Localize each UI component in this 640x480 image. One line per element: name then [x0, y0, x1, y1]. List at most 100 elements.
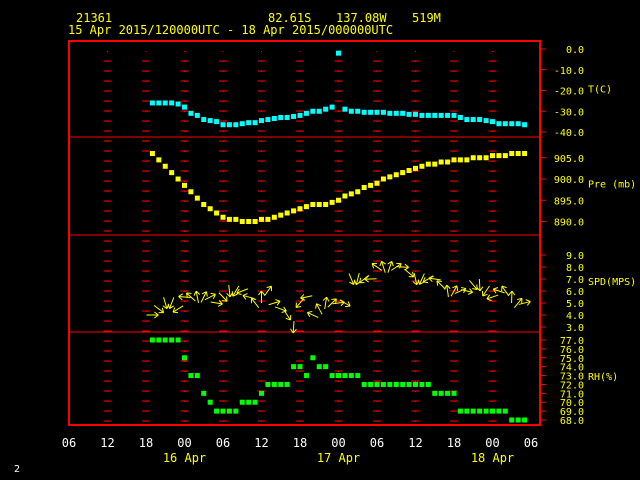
rh-point: [162, 337, 168, 343]
temp-point: [509, 121, 515, 127]
temp-point: [502, 121, 508, 127]
wind-arrow: [508, 290, 516, 304]
y-tick-label: 70.0: [560, 398, 584, 409]
wind-arrow: [486, 294, 499, 301]
pres-point: [246, 219, 252, 224]
wind-arrow-path: [501, 285, 510, 297]
wind-arrow: [268, 299, 281, 306]
temp-point: [387, 110, 393, 116]
wind-arrow-path: [306, 310, 319, 318]
pres-point: [342, 193, 348, 199]
rh-point: [387, 381, 393, 387]
pres-point: [413, 165, 419, 171]
pres-point: [451, 157, 457, 163]
pres-point: [490, 153, 496, 159]
wind-arrow-path: [518, 299, 531, 306]
y-tick-label: 71.0: [560, 389, 584, 400]
temp-point: [316, 108, 322, 114]
time-period: 15 Apr 2015/120000UTC - 18 Apr 2015/0000…: [68, 23, 394, 37]
wind-arrow-path: [450, 285, 459, 297]
wind-arrow-path: [210, 300, 223, 307]
wind-arrow: [460, 288, 474, 295]
y-tick-label: 900.0: [554, 175, 584, 186]
pres-point: [425, 161, 431, 167]
temp-point: [246, 120, 252, 126]
rh-point: [310, 355, 316, 361]
wind-arrow-path: [204, 292, 216, 301]
temp-point: [303, 110, 309, 116]
wind-arrow-path: [162, 297, 170, 310]
x-tick-label: 06: [370, 436, 384, 450]
wind-arrow: [306, 310, 319, 318]
wind-arrow: [364, 275, 377, 283]
wind-arrow: [390, 262, 402, 271]
wind-arrow-path: [322, 296, 330, 310]
temp-point: [374, 109, 380, 115]
pres-point: [162, 163, 168, 169]
wind-arrow: [153, 304, 165, 314]
rh-point: [348, 373, 354, 379]
temp-point: [291, 113, 297, 119]
y-tick-label: -20.0: [554, 87, 584, 98]
wind-arrow: [172, 305, 184, 314]
rh-point: [355, 373, 361, 379]
wind-arrow-path: [295, 298, 305, 309]
y-tick-label: 905.0: [554, 154, 584, 165]
wind-arrow-path: [200, 291, 208, 303]
rh-point: [265, 381, 271, 387]
wind-arrow: [469, 280, 478, 291]
temp-point: [496, 121, 502, 127]
rh-point: [182, 355, 188, 361]
wind-arrow-path: [258, 290, 265, 304]
wind-arrow: [263, 285, 273, 297]
rh-point: [419, 381, 425, 387]
wind-arrow: [231, 285, 240, 297]
wind-arrow: [185, 292, 196, 302]
rh-point: [502, 408, 508, 414]
x-tick-label: 12: [100, 436, 114, 450]
rh-point: [323, 364, 329, 370]
rh-point: [194, 373, 200, 379]
rh-point: [515, 417, 521, 423]
pres-point: [464, 157, 470, 163]
rh-point: [233, 408, 239, 414]
pres-point: [477, 155, 483, 161]
wind-arrow: [514, 297, 523, 308]
wind-arrow: [481, 285, 490, 297]
longitude: 137.08W: [336, 11, 387, 25]
rh-point: [509, 417, 515, 423]
rh-point: [483, 408, 489, 414]
pres-point: [329, 199, 335, 205]
temp-point: [214, 119, 220, 125]
wind-arrow: [283, 309, 292, 321]
date-label: 17 Apr: [317, 451, 360, 465]
temp-point: [169, 100, 175, 106]
pres-point: [515, 151, 521, 156]
pres-point: [291, 208, 297, 214]
pres-point: [361, 185, 367, 190]
pres-point: [239, 219, 245, 224]
panel-label: Pre (mb): [588, 180, 636, 191]
wind-arrow-path: [476, 278, 484, 292]
temp-point: [406, 111, 412, 117]
temp-point: [259, 118, 265, 124]
wind-arrow-path: [231, 285, 240, 297]
wind-arrow: [322, 296, 330, 310]
wind-arrow: [412, 273, 420, 286]
pres-point: [323, 202, 329, 207]
x-tick-label: 00: [485, 436, 499, 450]
wind-arrow-path: [379, 260, 386, 273]
pres-point: [149, 151, 155, 156]
temp-point: [149, 100, 155, 106]
wind-arrow: [436, 280, 446, 290]
y-tick-label: 6.0: [566, 287, 584, 298]
rh-point: [220, 408, 226, 414]
rh-point: [361, 381, 367, 387]
y-tick-label: 75.0: [560, 354, 584, 365]
temp-point: [284, 114, 290, 120]
rh-point: [226, 408, 232, 414]
wind-arrow-path: [396, 263, 409, 271]
pres-point: [259, 216, 265, 222]
pres-point: [502, 153, 508, 159]
y-tick-label: -30.0: [554, 107, 584, 118]
